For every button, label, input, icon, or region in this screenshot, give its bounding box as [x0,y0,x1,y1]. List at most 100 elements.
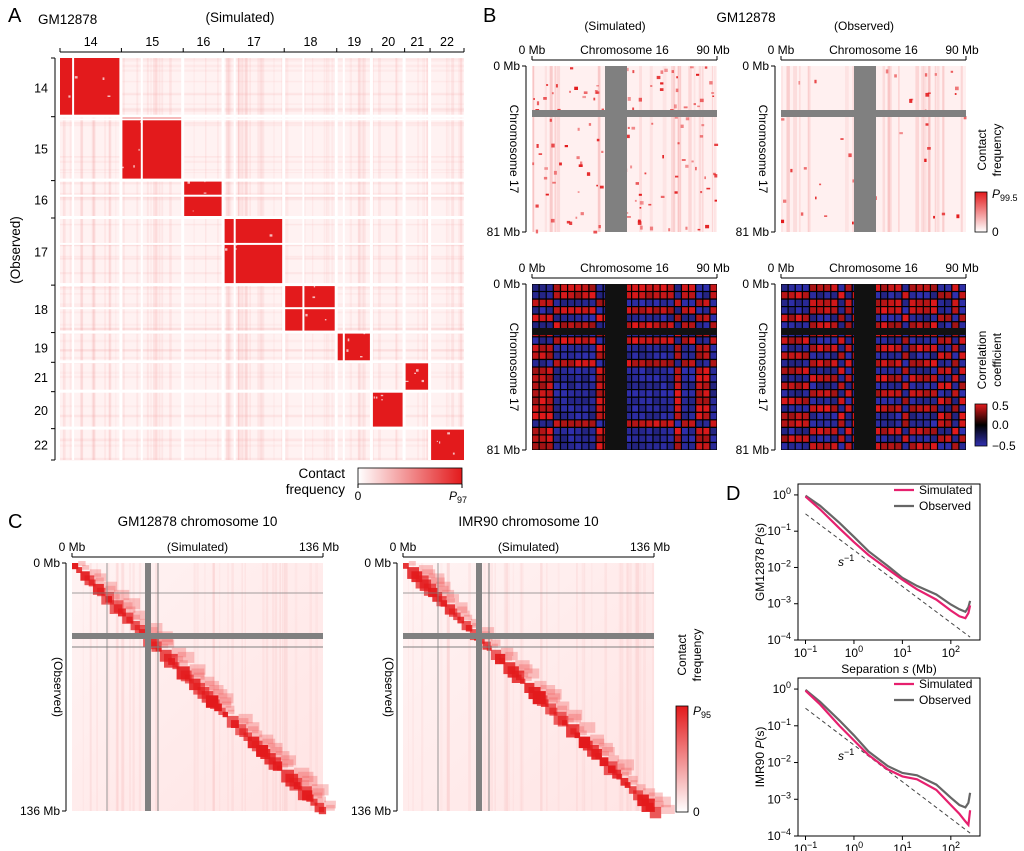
panel-b-corr-cell [696,397,703,405]
panel-b-contact-spot [544,167,548,170]
panel-b-corr-cell [660,405,667,412]
panel-b-stripe [807,66,811,232]
panel-c-stripe [138,563,142,811]
panel-c-diagonal-block [88,579,96,587]
panel-b-contact-colorbar-max: P99.5 [992,187,1018,203]
panel-c-stripe [626,563,628,811]
panel-a-texture-stripe [60,107,464,110]
panel-b-corr-cell [781,428,788,435]
panel-b-corr-cell [874,375,880,382]
panel-b-corr-cell [696,382,703,389]
panel-b-contact-spot [627,216,631,218]
panel-b-corr-cell [582,284,589,291]
panel-b-corr-cell [902,443,909,450]
panel-c-x-end: 136 Mb [299,540,339,554]
panel-b-contact-colorbar [974,191,988,233]
panel-a-texture-stripe [60,182,464,185]
panel-c-near-diagonal [648,792,663,802]
panel-b-corr-cell [639,314,646,322]
panel-b-contact-spot [685,226,688,230]
panel-c-near-diagonal [193,672,205,680]
panel-b-corr-cell [667,337,674,344]
panel-b-corr-cell [632,352,639,359]
panel-b-contact-spot [543,176,548,180]
panel-c-near-diagonal [282,763,289,768]
panel-b-corr-cell [539,322,546,329]
panel-b-corr-cell [575,420,582,427]
panel-b-corr-cell [710,405,717,412]
panel-b-corr-cell [831,292,838,299]
panel-b-corr-cell [923,428,930,435]
panel-b-corr-cell [874,337,880,344]
panel-c-near-diagonal [238,718,249,725]
panel-a-texture-stripe [217,58,219,460]
panel-b-stripe [544,66,547,232]
panel-c-stripe [263,563,266,811]
panel-c-near-diagonal [408,561,416,566]
panel-b-corr-cell [938,314,944,322]
panel-c-stripe [129,563,131,811]
panel-b-contact-spot [927,92,931,94]
panel-b-corr-cell [838,299,845,306]
panel-b-corr-cell [575,345,582,352]
panel-b-corr-cell [817,299,824,306]
panel-b-corr-cell [824,382,831,389]
panel-d-label: D [726,483,740,505]
panel-b-corr-cell [660,360,667,367]
panel-a-texture-stripe [60,439,464,442]
panel-b-corr-cell [710,299,717,306]
panel-b-corr-cell [902,299,909,306]
panel-b-corr-cell [710,428,717,435]
panel-b-corr-cell [689,435,695,442]
panel-a-texture-stripe [60,356,464,359]
panel-b-corr-cell [824,435,831,442]
panel-b-corr-cell [916,397,923,405]
panel-b-corr-cell [888,292,895,299]
panel-b-contact-spot [662,155,664,159]
panel-b-corr-cell [710,314,717,322]
panel-a-gap [60,389,464,393]
panel-b-corr-cell [532,367,539,374]
panel-a-gap [60,114,464,118]
panel-a-block-speck [373,396,375,399]
panel-b-contact-spot [681,159,686,161]
panel-b-stripe [882,66,886,232]
panel-b-corr-cell [689,337,695,344]
panel-a-texture-stripe [60,93,464,96]
panel-a-colorbar-label-1: Contact [298,466,345,481]
panel-b-corr-cell [810,397,816,405]
panel-a-centromere [140,58,143,460]
panel-c-near-diagonal [282,759,294,767]
panel-b-corr-cell [795,284,802,291]
panel-c-stripe [116,563,119,811]
panel-b-corr-cell [931,345,937,352]
panel-b-corr-cell [838,314,845,322]
panel-c-near-diagonal [105,585,116,593]
panel-b-corr-cell [802,314,809,322]
panel-b-corr-cell [781,382,788,389]
panel-c-colorbar-label-1: Contact [675,634,689,676]
panel-a-top-chrom-22: 22 [440,35,454,49]
panel-b-corr-cell [838,390,845,397]
panel-a-texture-stripe [150,58,152,460]
panel-b-corr-cell [682,292,688,299]
panel-c-near-diagonal [654,796,671,808]
panel-d-plots: 10−1 100 101 10210010−110−210−310−4Separati… [753,483,981,851]
panel-b-corr-cell [845,397,852,405]
panel-b-contact-spot [553,170,557,175]
panel-b-corr-cell [667,382,674,389]
panel-b-corr-cell [667,345,674,352]
panel-b-stripe [915,66,920,232]
panel-b-stripe [549,66,553,232]
panel-b-corr-cell [788,299,795,306]
panel-b-corr-cell [710,322,717,329]
panel-b-corr-cell [938,420,944,427]
panel-b-stripe [702,66,704,232]
panel-b-corr-cell [795,435,802,442]
panel-b-corr-cell [625,284,631,291]
panel-b-corr-cell [561,375,567,382]
panel-b-corr-cell [696,352,703,359]
panel-c-near-diagonal [447,598,455,604]
panel-b-corr-cell [625,307,631,314]
panel-b-corr-cell [667,420,674,427]
